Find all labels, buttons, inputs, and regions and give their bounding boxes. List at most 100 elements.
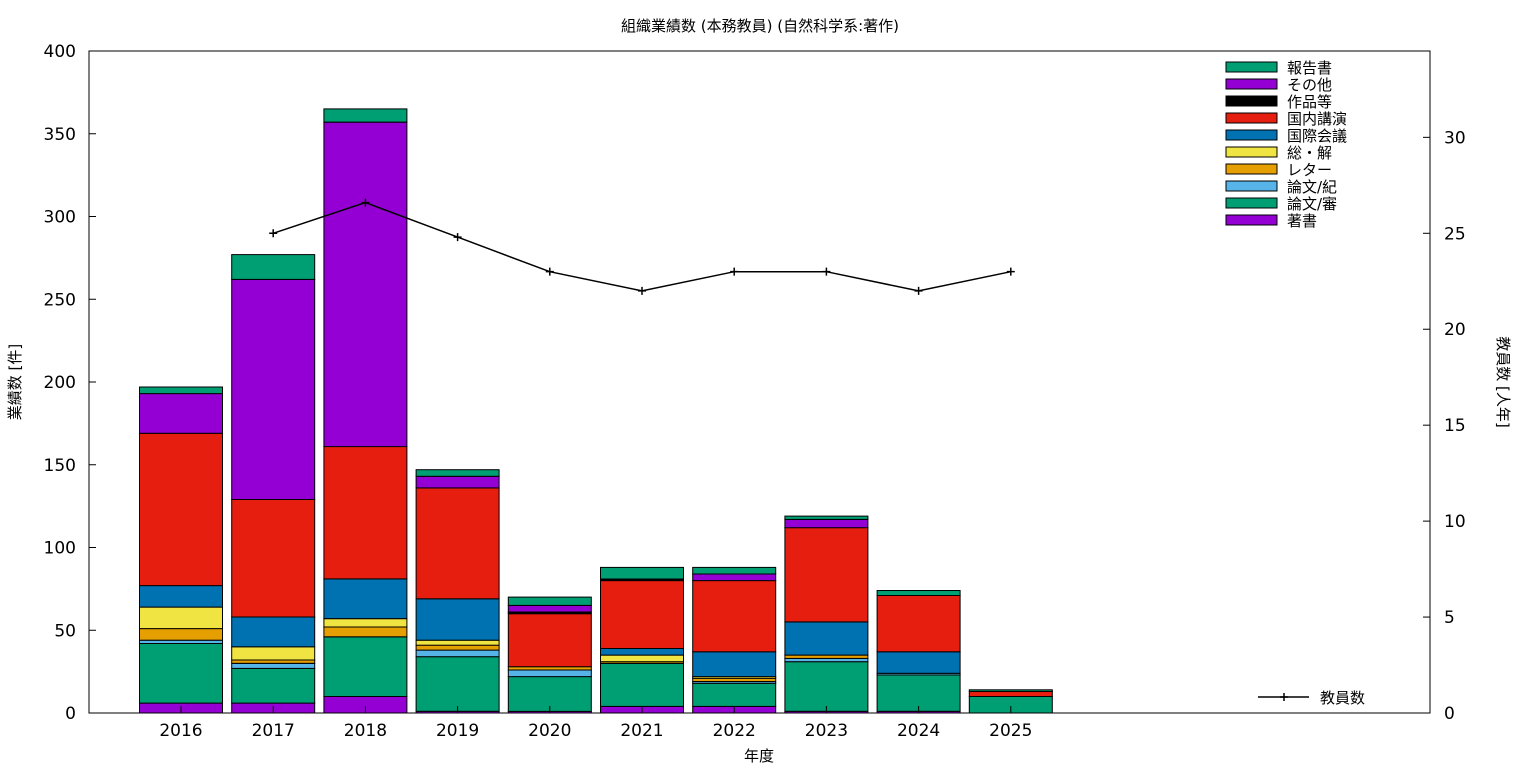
y2-tick-label: 10 — [1444, 512, 1466, 532]
x-tick-label: 2025 — [989, 721, 1032, 741]
legend-swatch — [1225, 95, 1278, 107]
x-tick-label: 2023 — [805, 721, 848, 741]
y2-axis-label: 教員数 [人年] — [1494, 336, 1512, 427]
legend-label: 論文/紀 — [1287, 178, 1337, 196]
x-tick-label: 2019 — [436, 721, 479, 741]
bar-segment — [139, 393, 223, 434]
bar-segment — [507, 676, 592, 712]
bar-segment — [139, 432, 223, 587]
bar-segment — [692, 651, 777, 678]
legend-label: 論文/審 — [1287, 195, 1337, 213]
legend-swatch — [1225, 61, 1278, 73]
y-tick-label: 400 — [44, 42, 76, 62]
y-tick-label: 300 — [44, 208, 76, 228]
axes-layer: 0501001502002503003504000510152025302016… — [44, 42, 1466, 741]
bar-segment — [692, 566, 777, 575]
legend-swatch — [1225, 180, 1278, 192]
legend-swatch — [1225, 129, 1278, 141]
bar-segment — [231, 254, 316, 280]
bar-segment — [323, 636, 408, 698]
bars-layer — [139, 108, 1053, 714]
line-point — [730, 267, 739, 276]
legend-label: 著書 — [1287, 212, 1317, 230]
line-point — [914, 286, 923, 295]
bar-segment — [415, 656, 500, 712]
bar-segment — [784, 621, 869, 656]
y-tick-label: 150 — [44, 456, 76, 476]
bar-segment — [692, 580, 777, 653]
bar-segment — [415, 649, 500, 658]
legend-label: 国内講演 — [1287, 110, 1347, 128]
bar-segment — [507, 669, 592, 678]
bar-segment — [876, 651, 961, 674]
y2-tick-label: 25 — [1444, 224, 1466, 244]
bar-segment — [876, 674, 961, 712]
bar-segment — [231, 499, 316, 618]
bar-segment — [323, 618, 408, 628]
legend-swatch — [1225, 78, 1278, 90]
y-tick-label: 250 — [44, 290, 76, 310]
legend-label: レター — [1287, 161, 1332, 179]
y2-tick-label: 20 — [1444, 320, 1466, 340]
x-tick-label: 2017 — [252, 721, 295, 741]
bar-segment — [507, 613, 592, 668]
bar-segment — [784, 661, 869, 712]
bar-segment — [139, 386, 223, 395]
y2-tick-label: 5 — [1444, 608, 1455, 628]
legend-swatch — [1225, 163, 1278, 175]
bar-segment — [968, 691, 1053, 697]
line-point — [1006, 267, 1015, 276]
bar-segment — [968, 689, 1053, 692]
line-point — [269, 229, 278, 238]
x-tick-label: 2020 — [528, 721, 571, 741]
bar-segment — [876, 595, 961, 653]
bar-segment — [139, 643, 223, 704]
y-tick-label: 350 — [44, 125, 76, 145]
bar-segment — [415, 475, 500, 489]
bar-segment — [600, 566, 684, 580]
line-point — [361, 198, 370, 207]
y-tick-label: 200 — [44, 373, 76, 393]
bar-segment — [876, 590, 961, 596]
bar-segment — [784, 515, 869, 520]
bar-segment — [415, 487, 500, 600]
x-tick-label: 2024 — [897, 721, 940, 741]
chart-title: 組織業績数 (本務教員) (自然科学系:著作) — [621, 17, 899, 35]
y-tick-label: 50 — [54, 621, 76, 641]
bar-segment — [139, 585, 223, 608]
bar-segment — [231, 662, 316, 669]
bar-segment — [415, 644, 500, 651]
bar-segment — [323, 108, 408, 123]
bar-segment — [692, 573, 777, 582]
legend-line-label: 教員数 — [1320, 689, 1365, 707]
y2-tick-label: 30 — [1444, 128, 1466, 148]
bar-segment — [507, 596, 592, 606]
bar-segment — [415, 639, 500, 646]
bar-segment — [784, 527, 869, 623]
legend-label: 作品等 — [1287, 93, 1332, 111]
legend-swatch — [1225, 214, 1278, 226]
line-point — [638, 286, 646, 295]
legend-swatch — [1225, 146, 1278, 158]
bar-segment — [784, 518, 869, 529]
bar-segment — [231, 667, 316, 704]
bar-segment — [323, 121, 408, 448]
bar-segment — [507, 604, 592, 613]
bar-segment — [415, 469, 500, 477]
x-tick-label: 2016 — [159, 721, 202, 741]
bar-segment — [323, 578, 408, 620]
legend-swatch — [1225, 197, 1278, 209]
bar-segment — [323, 626, 408, 638]
bar-segment — [600, 648, 684, 656]
legend-swatch — [1225, 112, 1278, 124]
bar-segment — [231, 278, 316, 500]
y2-tick-label: 15 — [1444, 416, 1466, 436]
bar-segment — [692, 682, 777, 707]
bar-segment — [231, 646, 316, 661]
bar-segment — [323, 446, 408, 580]
line-layer — [269, 198, 1015, 295]
bar-segment — [139, 606, 223, 630]
